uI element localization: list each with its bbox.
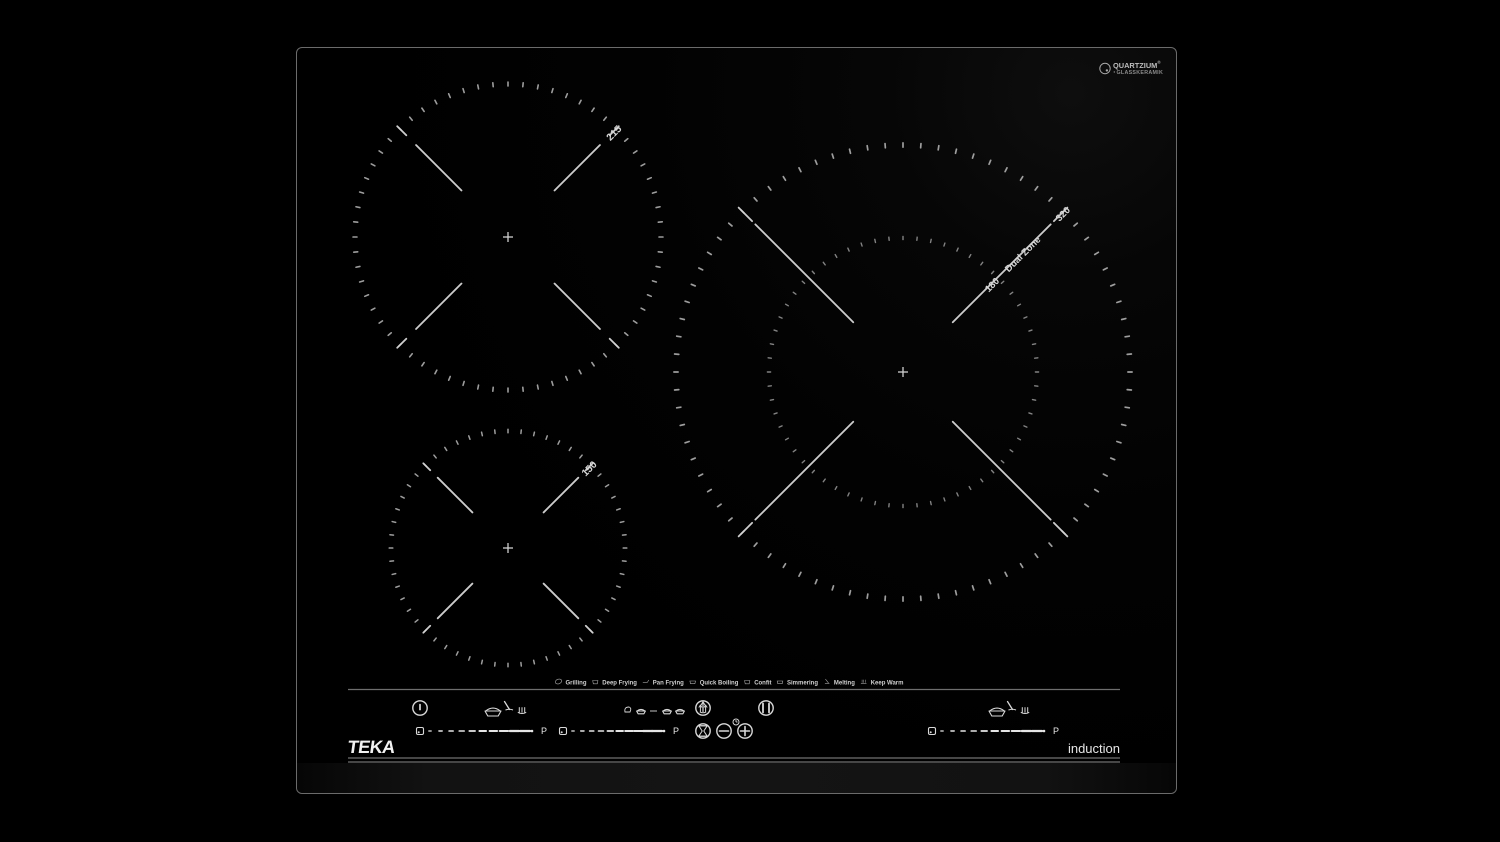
svg-text:Keep Warm: Keep Warm [871, 681, 904, 687]
svg-text:GLASSKERAMIK: GLASSKERAMIK [1117, 70, 1164, 76]
svg-text:P: P [673, 726, 679, 736]
svg-text:Deep Frying: Deep Frying [602, 681, 637, 687]
svg-text:Melting: Melting [834, 681, 855, 687]
svg-text:180: 180 [983, 276, 1002, 295]
svg-text:150: 150 [580, 459, 600, 479]
svg-text:Simmering: Simmering [787, 681, 818, 687]
svg-text:Quick Boiling: Quick Boiling [700, 681, 739, 687]
svg-text:Grilling: Grilling [566, 681, 587, 687]
svg-text:P: P [1053, 726, 1059, 736]
svg-text:TEKA: TEKA [346, 737, 396, 757]
svg-text:320: 320 [1054, 205, 1073, 224]
svg-text:Dual Zone: Dual Zone [1003, 235, 1043, 275]
svg-text:P: P [541, 726, 547, 736]
svg-text:Confit: Confit [754, 681, 771, 687]
svg-text:215: 215 [605, 123, 625, 143]
svg-text:QUARTZIUM®: QUARTZIUM® [1113, 60, 1161, 70]
svg-text:Pan Frying: Pan Frying [653, 681, 684, 687]
svg-text:induction: induction [1068, 741, 1120, 756]
